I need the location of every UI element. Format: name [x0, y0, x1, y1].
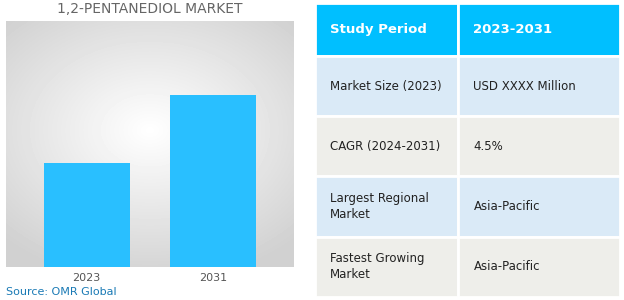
Text: Largest Regional
Market: Largest Regional Market	[330, 192, 429, 221]
Polygon shape	[175, 267, 285, 272]
Bar	[170, 95, 256, 267]
Text: CAGR (2024-2031): CAGR (2024-2031)	[330, 140, 441, 153]
Text: Study Period: Study Period	[330, 23, 427, 36]
Bar	[458, 237, 620, 297]
Text: USD XXXX Million: USD XXXX Million	[474, 80, 576, 93]
Bar	[458, 176, 620, 237]
Text: Asia-Pacific: Asia-Pacific	[474, 200, 540, 213]
Bar	[44, 163, 130, 267]
Text: Market Size (2023): Market Size (2023)	[330, 80, 442, 93]
Bar	[458, 3, 620, 56]
Polygon shape	[49, 267, 158, 272]
Bar	[315, 237, 458, 297]
Text: Source: OMR Global: Source: OMR Global	[6, 287, 117, 297]
Text: 2023-2031: 2023-2031	[474, 23, 553, 36]
Bar	[458, 56, 620, 116]
Bar	[315, 56, 458, 116]
Bar	[315, 116, 458, 176]
Text: Fastest Growing
Market: Fastest Growing Market	[330, 252, 425, 281]
Text: Asia-Pacific: Asia-Pacific	[474, 260, 540, 273]
Bar	[315, 3, 458, 56]
Title: 1,2-PENTANEDIOL MARKET: 1,2-PENTANEDIOL MARKET	[57, 2, 243, 16]
Bar	[458, 116, 620, 176]
Bar	[315, 176, 458, 237]
Text: 4.5%: 4.5%	[474, 140, 503, 153]
